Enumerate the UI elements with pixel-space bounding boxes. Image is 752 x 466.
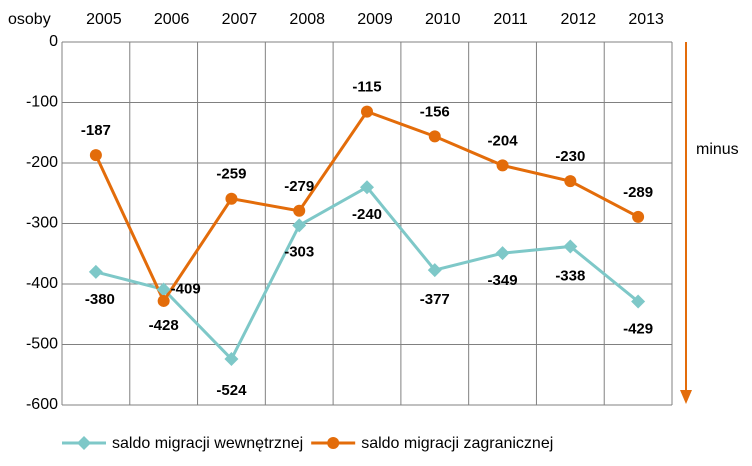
legend-label: saldo migracji zagranicznej <box>361 435 553 452</box>
point <box>293 204 306 217</box>
point <box>157 294 170 307</box>
point <box>496 159 509 172</box>
point <box>225 192 238 205</box>
data-label: -429 <box>623 321 653 338</box>
annotation: minus <box>696 141 739 158</box>
point <box>564 175 577 188</box>
data-label: -279 <box>284 178 314 195</box>
data-label: -230 <box>555 148 585 165</box>
x-tick-label: 2011 <box>493 11 528 28</box>
point <box>427 263 442 278</box>
data-label: -349 <box>488 272 518 289</box>
data-label: -338 <box>555 267 585 284</box>
point <box>428 130 441 143</box>
x-tick-label: 2013 <box>628 11 664 28</box>
legend-label: saldo migracji wewnętrznej <box>112 435 303 452</box>
point <box>632 210 645 223</box>
y-tick-label: -300 <box>26 215 58 232</box>
x-tick-label: 2009 <box>357 11 393 28</box>
data-label: -289 <box>623 184 653 201</box>
y-tick-label: -200 <box>26 154 58 171</box>
y-tick-label: -100 <box>26 94 58 111</box>
x-tick-label: 2007 <box>222 11 258 28</box>
data-label: -428 <box>149 317 179 334</box>
data-label: -204 <box>488 132 519 149</box>
x-tick-label: 2012 <box>561 11 597 28</box>
point <box>360 180 374 195</box>
y-tick-label: -400 <box>26 275 58 292</box>
point <box>224 352 239 367</box>
data-label: -380 <box>85 291 115 308</box>
y-tick-label: 0 <box>49 33 58 50</box>
point <box>156 282 171 297</box>
y-axis-label: osoby <box>8 11 51 28</box>
data-label: -409 <box>171 280 201 297</box>
point <box>563 239 578 254</box>
x-tick-label: 2006 <box>154 11 190 28</box>
y-tick-label: -600 <box>26 396 58 413</box>
x-tick-label: 2005 <box>86 11 122 28</box>
point <box>88 264 103 279</box>
point <box>361 105 373 118</box>
data-label: -115 <box>352 79 381 96</box>
data-label: -524 <box>216 382 247 399</box>
x-tick-label: 2008 <box>289 11 325 28</box>
point <box>89 149 102 162</box>
data-label: -240 <box>352 206 382 223</box>
data-label: -156 <box>420 103 450 120</box>
point <box>292 218 307 233</box>
data-label: -259 <box>216 166 246 183</box>
legend-marker <box>77 436 91 450</box>
point <box>631 294 646 309</box>
data-label: -303 <box>284 243 314 260</box>
arrow-head <box>680 390 692 404</box>
y-tick-label: -500 <box>26 336 58 353</box>
legend-marker <box>327 437 340 449</box>
data-label: -377 <box>420 291 450 308</box>
x-tick-label: 2010 <box>425 11 461 28</box>
data-label: -187 <box>81 122 111 139</box>
point <box>495 246 510 261</box>
